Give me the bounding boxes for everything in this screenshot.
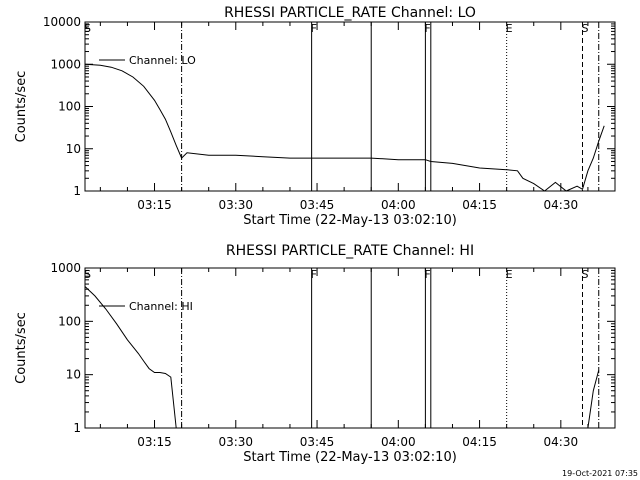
x-tick-label: 03:15 [137, 435, 172, 449]
x-tick-label: 03:45 [300, 198, 335, 212]
event-marker-label: S [84, 268, 91, 281]
legend-label: Channel: HI [129, 300, 193, 313]
footer-timestamp: 19-Oct-2021 07:35 [562, 469, 638, 478]
x-tick-label: 04:15 [462, 198, 497, 212]
chart-title: RHESSI PARTICLE_RATE Channel: LO [224, 5, 476, 21]
y-axis-label: Counts/sec [14, 312, 29, 384]
legend-label: Channel: LO [129, 54, 196, 67]
x-axis-label: Start Time (22-May-13 03:02:10) [243, 213, 457, 228]
y-tick-label: 10 [66, 142, 81, 156]
y-tick-label: 100 [58, 100, 81, 114]
event-marker-label: E [506, 22, 513, 35]
chart-title: RHESSI PARTICLE_RATE Channel: HI [226, 243, 474, 259]
event-marker-label: F [311, 22, 317, 35]
x-tick-label: 04:00 [381, 198, 416, 212]
x-tick-label: 04:15 [462, 435, 497, 449]
x-tick-label: 04:00 [381, 435, 416, 449]
y-tick-label: 1000 [50, 57, 81, 71]
x-tick-label: 04:30 [544, 435, 579, 449]
plot-frame [84, 267, 616, 429]
event-marker-label: F [424, 22, 430, 35]
x-tick-label: 04:30 [544, 198, 579, 212]
y-tick-label: 1000 [50, 261, 81, 275]
x-tick-label: 03:45 [300, 435, 335, 449]
series-line [84, 63, 605, 192]
y-tick-label: 10 [66, 368, 81, 382]
event-marker-label: S [84, 22, 91, 35]
x-tick-label: 03:30 [218, 198, 253, 212]
event-marker-label: F [311, 268, 317, 281]
y-tick-label: 1 [73, 184, 81, 198]
y-tick-label: 10000 [43, 15, 81, 29]
y-axis-label: Counts/sec [14, 71, 29, 143]
chart-lo-channel: RHESSI PARTICLE_RATE Channel: LO 03:15 03:… [14, 5, 616, 228]
plot-frame [84, 21, 616, 192]
event-marker-label: F [424, 268, 430, 281]
x-tick-label: 03:15 [137, 198, 172, 212]
x-axis-label: Start Time (22-May-13 03:02:10) [243, 450, 457, 465]
y-tick-label: 100 [58, 314, 81, 328]
x-tick-label: 03:30 [218, 435, 253, 449]
event-marker-label: S [581, 22, 588, 35]
y-tick-label: 1 [73, 421, 81, 435]
event-marker-label: S [581, 268, 588, 281]
series-line [84, 286, 600, 429]
chart-hi-channel: RHESSI PARTICLE_RATE Channel: HI 03:15 03:… [14, 243, 616, 465]
event-marker-label: E [506, 268, 513, 281]
